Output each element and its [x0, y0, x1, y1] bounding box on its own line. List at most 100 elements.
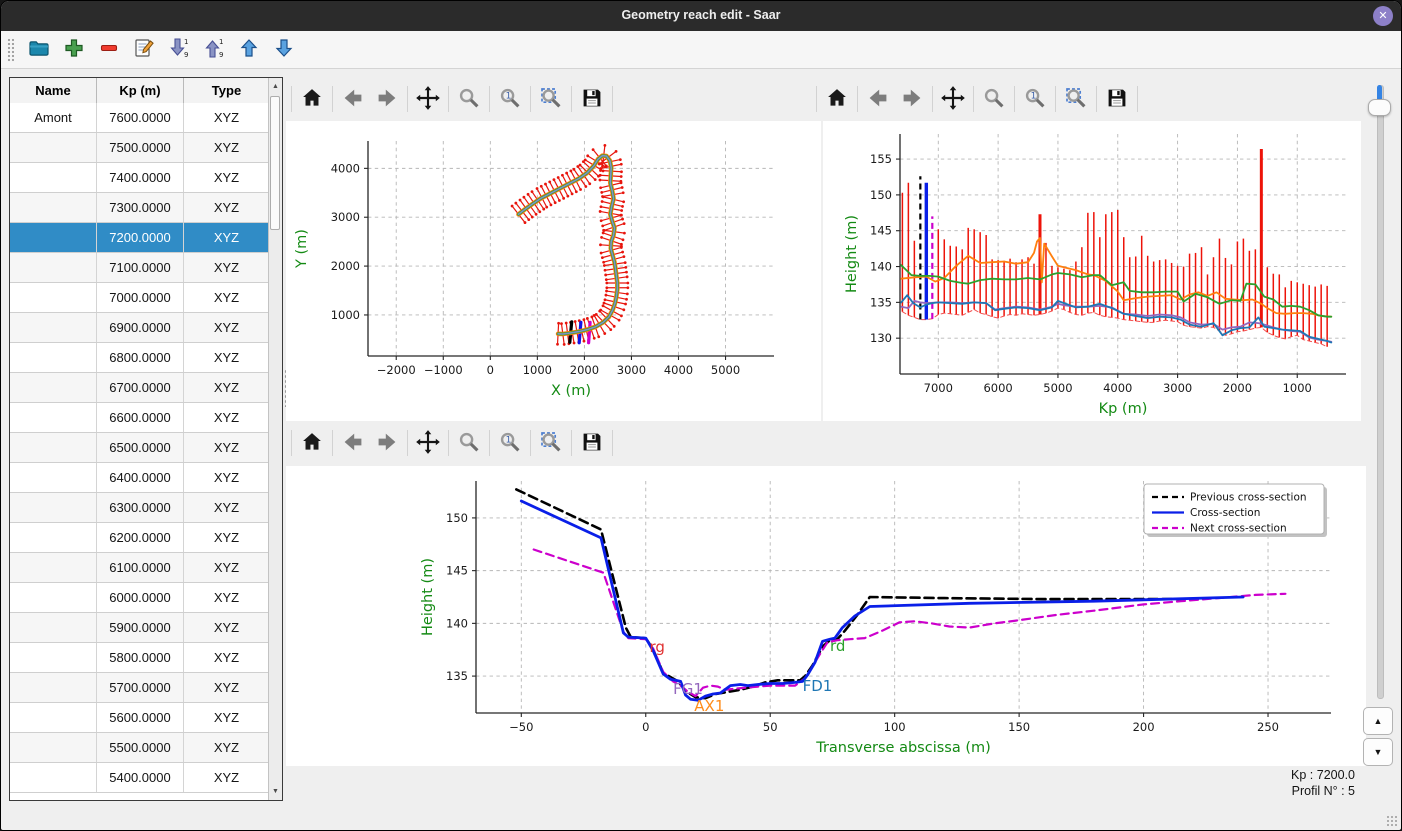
pan-button[interactable]	[411, 426, 445, 460]
profile-down-button[interactable]: ▼	[1363, 738, 1393, 766]
table-row[interactable]: 5800.0000 XYZ	[10, 643, 269, 673]
titlebar[interactable]: Geometry reach edit - Saar ✕	[1, 1, 1401, 31]
table-row[interactable]: 6900.0000 XYZ	[10, 313, 269, 343]
zoom-extent-button[interactable]	[534, 82, 568, 116]
pan-button[interactable]	[936, 82, 970, 116]
zoom-profile-button[interactable]: 1	[493, 426, 527, 460]
cross-section-chart[interactable]: −50 0 50 100 150 200 250 135 140 145 150 Transverse…	[286, 466, 1366, 766]
table-row[interactable]: 5600.0000 XYZ	[10, 703, 269, 733]
table-cell: 5500.0000	[97, 733, 184, 762]
close-button[interactable]: ✕	[1373, 6, 1393, 26]
toolbar-drag-handle[interactable]	[7, 37, 14, 62]
profile-table: Name Kp (m) Type Amont 7600.0000 XYZ 7500.0…	[9, 77, 283, 801]
table-row[interactable]: 6700.0000 XYZ	[10, 373, 269, 403]
profile-up-button[interactable]: ▲	[1363, 707, 1393, 735]
svg-text:5000: 5000	[1043, 381, 1072, 395]
table-cell: 5700.0000	[97, 673, 184, 702]
svg-text:3000: 3000	[1163, 381, 1192, 395]
add-profile-button[interactable]	[60, 36, 88, 64]
table-row[interactable]: 6600.0000 XYZ	[10, 403, 269, 433]
svg-text:4000: 4000	[664, 363, 693, 377]
table-cell: XYZ	[213, 320, 240, 335]
plan-plot-toolbar: 1	[288, 77, 818, 121]
table-row[interactable]: 6800.0000 XYZ	[10, 343, 269, 373]
remove-profile-button[interactable]	[95, 36, 123, 64]
forward-button[interactable]	[895, 82, 929, 116]
zoom-profile-button[interactable]: 1	[493, 82, 527, 116]
home-button[interactable]	[295, 82, 329, 116]
svg-text:9: 9	[184, 51, 188, 59]
magnifier-extent-icon	[539, 430, 563, 457]
table-row[interactable]: 7400.0000 XYZ	[10, 163, 269, 193]
home-icon	[300, 86, 324, 113]
table-cell: 5900.0000	[97, 613, 184, 642]
table-row[interactable]: 6300.0000 XYZ	[10, 493, 269, 523]
profil-status: Profil N° : 5	[1291, 783, 1355, 798]
table-row[interactable]: 7300.0000 XYZ	[10, 193, 269, 223]
table-row[interactable]: 5900.0000 XYZ	[10, 613, 269, 643]
plan-view-chart[interactable]: −2000 −1000 0 1000 2000 3000 4000 5000 1000 2000 3…	[286, 121, 821, 421]
save-button[interactable]	[575, 426, 609, 460]
svg-text:1000: 1000	[523, 363, 552, 377]
zoom-button[interactable]	[452, 426, 486, 460]
save-button[interactable]	[575, 82, 609, 116]
move-down-button[interactable]	[270, 36, 298, 64]
svg-text:140: 140	[446, 616, 468, 630]
svg-text:4000: 4000	[1103, 381, 1132, 395]
zoom-button[interactable]	[977, 82, 1011, 116]
longitudinal-profile-chart[interactable]: 7000 6000 5000 4000 3000 2000 1000 130 135 140 145…	[823, 121, 1361, 421]
header-type[interactable]: Type	[211, 83, 242, 98]
header-name[interactable]: Name	[10, 78, 97, 103]
back-button[interactable]	[336, 82, 370, 116]
table-cell	[10, 613, 97, 642]
table-cell: 5600.0000	[97, 703, 184, 732]
plus-icon	[63, 37, 85, 62]
table-row[interactable]: 6100.0000 XYZ	[10, 553, 269, 583]
profile-slider-track[interactable]	[1377, 85, 1384, 699]
open-button[interactable]	[25, 36, 53, 64]
back-button[interactable]	[861, 82, 895, 116]
zoom-extent-button[interactable]	[1059, 82, 1093, 116]
back-button[interactable]	[336, 426, 370, 460]
table-row[interactable]: 6000.0000 XYZ	[10, 583, 269, 613]
table-header: Name Kp (m) Type	[10, 78, 282, 104]
forward-button[interactable]	[370, 82, 404, 116]
table-row[interactable]: 7200.0000 XYZ	[10, 223, 269, 253]
edit-profile-button[interactable]	[130, 36, 158, 64]
home-button[interactable]	[820, 82, 854, 116]
table-cell: 5400.0000	[97, 763, 184, 792]
svg-text:FD1: FD1	[803, 677, 833, 695]
zoom-extent-button[interactable]	[534, 426, 568, 460]
zoom-button[interactable]	[452, 82, 486, 116]
arrow-down-icon	[273, 37, 295, 62]
table-scrollbar-thumb[interactable]	[270, 96, 280, 230]
home-button[interactable]	[295, 426, 329, 460]
svg-text:0: 0	[642, 720, 649, 734]
table-row[interactable]: 5400.0000 XYZ	[10, 763, 269, 793]
pan-button[interactable]	[411, 82, 445, 116]
zoom-profile-button[interactable]: 1	[1018, 82, 1052, 116]
svg-text:−1000: −1000	[424, 363, 463, 377]
scroll-up-icon[interactable]: ▲	[272, 83, 279, 90]
header-kp[interactable]: Kp (m)	[97, 78, 184, 103]
table-row[interactable]: 6400.0000 XYZ	[10, 463, 269, 493]
save-button[interactable]	[1100, 82, 1134, 116]
table-row[interactable]: 7100.0000 XYZ	[10, 253, 269, 283]
resize-grip[interactable]	[1386, 815, 1398, 827]
table-row[interactable]: Amont 7600.0000 XYZ	[10, 103, 269, 133]
forward-button[interactable]	[370, 426, 404, 460]
table-row[interactable]: 6200.0000 XYZ	[10, 523, 269, 553]
table-row[interactable]: 5500.0000 XYZ	[10, 733, 269, 763]
profile-slider-handle[interactable]	[1368, 99, 1391, 116]
table-scrollbar[interactable]: ▲ ▼	[268, 78, 282, 800]
move-up-button[interactable]	[235, 36, 263, 64]
svg-text:7000: 7000	[924, 381, 953, 395]
table-row[interactable]: 6500.0000 XYZ	[10, 433, 269, 463]
table-row[interactable]: 7000.0000 XYZ	[10, 283, 269, 313]
scroll-down-icon[interactable]: ▼	[272, 788, 279, 795]
table-row[interactable]: 7500.0000 XYZ	[10, 133, 269, 163]
table-row[interactable]: 5700.0000 XYZ	[10, 673, 269, 703]
